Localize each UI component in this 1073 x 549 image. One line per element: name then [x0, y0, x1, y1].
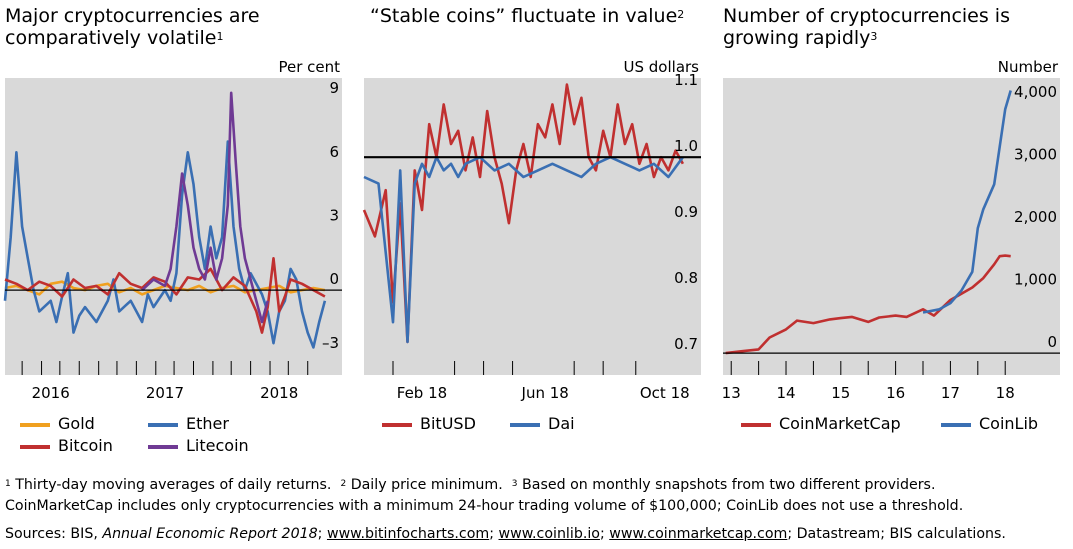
panel2-ytick-label: 0.7	[674, 335, 698, 353]
legend-swatch-litecoin	[148, 445, 178, 449]
panel3-xtick-label: 16	[886, 384, 905, 402]
panel1-footnote-mark: 1	[216, 30, 224, 43]
panel3-title-line1: Number of cryptocurrencies is	[723, 5, 1010, 27]
panel2-ytick-label: 1.1	[674, 71, 698, 89]
panel1-ytick-label: 0	[329, 270, 339, 288]
sources-sep-1: ;	[317, 526, 323, 542]
sources-prefix: Sources: BIS,	[5, 526, 98, 542]
panel2-ytick-label: 0.9	[674, 203, 698, 221]
panel1-xtick-label: 2018	[260, 384, 298, 402]
legend-swatch-gold	[20, 423, 50, 427]
panel1-unit-label: Per cent	[278, 58, 340, 76]
panel1-title-line2: comparatively volatile	[5, 27, 217, 49]
panel3-title-line2: growing rapidly	[723, 27, 871, 49]
panel2-title: “Stable coins” fluctuate in value2	[370, 5, 684, 27]
panel2-xtick-label: Oct 18	[640, 384, 690, 402]
legend-label-coinmarketcap: CoinMarketCap	[779, 414, 901, 433]
panel2-xtick-label: Feb 18	[397, 384, 447, 402]
panel2-footnote-mark: 2	[677, 8, 685, 21]
source-link-bitinfocharts[interactable]: www.bitinfocharts.com	[326, 526, 490, 542]
sources-sep-3: ;	[599, 526, 605, 542]
legend-swatch-bitusd	[382, 423, 412, 427]
legend-label-litecoin: Litecoin	[186, 436, 249, 455]
legend-label-bitcoin: Bitcoin	[58, 436, 113, 455]
sources-report-title: Annual Economic Report 2018	[102, 526, 318, 542]
sources-rest: ; Datastream; BIS calculations.	[787, 526, 1006, 542]
footnote-3-mark: 3	[511, 479, 518, 489]
source-link-coinlib[interactable]: www.coinlib.io	[498, 526, 600, 542]
panel1-ytick-label: 9	[329, 79, 339, 97]
sources-line: Sources: BIS, Annual Economic Report 201…	[5, 525, 1006, 544]
source-link-coinmarketcap[interactable]: www.coinmarketcap.com	[609, 526, 788, 542]
panel1-title-line1: Major cryptocurrencies are	[5, 5, 260, 27]
panel3-xtick-label: 15	[831, 384, 850, 402]
legend-label-ether: Ether	[186, 414, 229, 433]
panel2-title-line1: “Stable coins” fluctuate in value	[370, 5, 678, 27]
footnote-2-mark: 2	[340, 479, 347, 489]
panel3-ytick-label: 0	[1047, 333, 1057, 351]
panel3-series-coinlib	[922, 90, 1012, 314]
panel1-title: Major cryptocurrencies are comparatively…	[5, 5, 260, 49]
panel1-ytick-label: 3	[329, 207, 339, 225]
legend-label-dai: Dai	[548, 414, 575, 433]
footnote-2-text: Daily price minimum.	[350, 477, 503, 493]
panel3-ytick-label: 4,000	[1014, 83, 1057, 101]
legend-swatch-dai	[510, 423, 540, 427]
panel1-ytick-label: 6	[329, 143, 339, 161]
panel2-series-dai	[363, 155, 684, 344]
charts-canvas: Per cent –3 0 3 6 9 2016 2017 2018 US dollars 0…	[3, 58, 1060, 402]
legend-label-gold: Gold	[58, 414, 95, 433]
panel3-ytick-label: 3,000	[1014, 146, 1057, 164]
sources-sep-2: ;	[489, 526, 494, 542]
panel3-xtick-label: 18	[996, 384, 1015, 402]
panel1-xtick-label: 2017	[146, 384, 184, 402]
panel3-title: Number of cryptocurrencies is growing ra…	[723, 5, 1010, 49]
panel3-xtick-label: 17	[941, 384, 960, 402]
panel3-unit-label: Number	[998, 58, 1059, 76]
legend-label-coinlib: CoinLib	[979, 414, 1039, 433]
panel1-ytick-label: –3	[322, 334, 339, 352]
legend-swatch-coinlib	[941, 423, 971, 427]
panel3-ytick-label: 2,000	[1014, 208, 1057, 226]
panel3-footnote-mark: 3	[870, 30, 878, 43]
footnote-1-mark: 1	[5, 479, 11, 489]
footnotes-line2: CoinMarketCap includes only cryptocurren…	[5, 498, 964, 514]
panel1-plot-area	[5, 78, 342, 375]
panel3-series-coinmarketcap	[725, 254, 1011, 355]
legend-swatch-bitcoin	[20, 445, 50, 449]
panel2-ytick-label: 1.0	[674, 137, 698, 155]
panel1-series-ether	[3, 140, 327, 349]
panel1-series-bitcoin	[4, 256, 326, 334]
footnote-3-text: Based on monthly snapshots from two diff…	[522, 477, 936, 493]
panel3-xtick-label: 13	[722, 384, 741, 402]
panel1-legend: Gold Ether Bitcoin Litecoin	[20, 414, 320, 458]
legend-swatch-ether	[148, 423, 178, 427]
panel3-xtick-label: 14	[776, 384, 795, 402]
panel2-series-bitusd	[362, 83, 685, 344]
panel1-series-litecoin	[141, 91, 269, 324]
footnotes-line1: 1 Thirty-day moving averages of daily re…	[5, 476, 935, 495]
legend-label-bitusd: BitUSD	[420, 414, 476, 433]
panel2-xtick-label: Jun 18	[521, 384, 569, 402]
panel2-legend: BitUSD Dai	[382, 414, 682, 436]
panel1-xtick-label: 2016	[32, 384, 70, 402]
panel2-unit-label: US dollars	[624, 58, 700, 76]
panel3-plot-area	[723, 78, 1060, 375]
legend-swatch-coinmarketcap	[741, 423, 771, 427]
panel2-plot-area	[364, 78, 701, 375]
footnote-1-text: Thirty-day moving averages of daily retu…	[15, 477, 332, 493]
panel3-ytick-label: 1,000	[1014, 271, 1057, 289]
panel3-legend: CoinMarketCap CoinLib	[741, 414, 1061, 436]
panel2-ytick-label: 0.8	[674, 269, 698, 287]
